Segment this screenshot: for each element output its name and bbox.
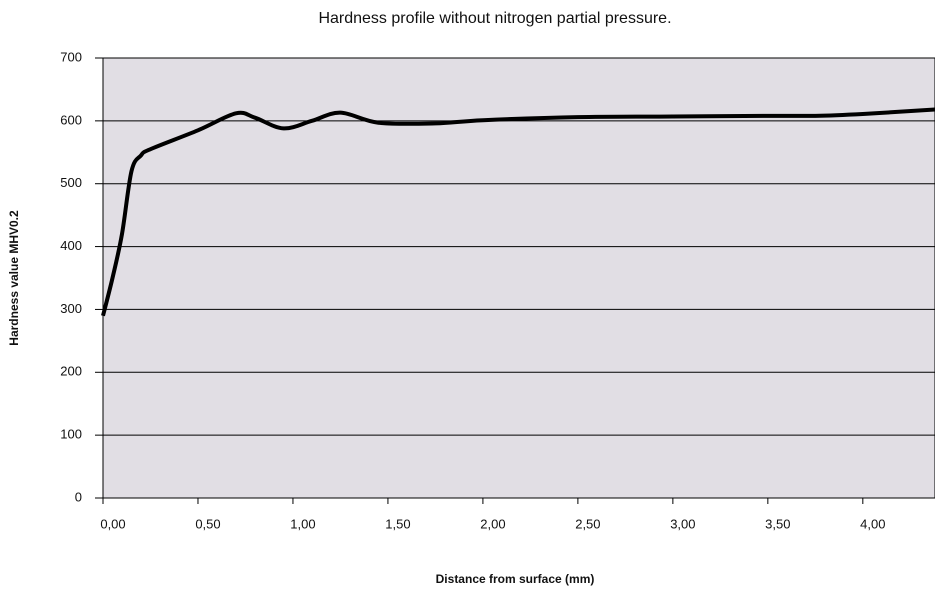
x-tick-label: 1,00 — [290, 516, 315, 531]
x-tick-label: 0,50 — [195, 516, 220, 531]
y-tick-label: 500 — [60, 175, 82, 190]
x-tick-label: 4,00 — [860, 516, 885, 531]
x-axis-title: Distance from surface (mm) — [436, 572, 595, 586]
plot-area — [102, 57, 935, 499]
y-tick-label: 300 — [60, 301, 82, 316]
x-tick-label: 2,50 — [575, 516, 600, 531]
x-tick-label: 3,00 — [670, 516, 695, 531]
x-tick-label: 1,50 — [385, 516, 410, 531]
y-tick-label: 600 — [60, 112, 82, 127]
y-tick-label: 700 — [60, 49, 82, 64]
data-line — [101, 107, 935, 317]
x-tick-label: 0,00 — [100, 516, 125, 531]
y-tick-label: 0 — [75, 489, 82, 504]
x-tick-label: 3,50 — [765, 516, 790, 531]
y-tick-label: 400 — [60, 238, 82, 253]
y-tick-label: 200 — [60, 364, 82, 379]
chart-title: Hardness profile without nitrogen partia… — [318, 10, 671, 27]
y-axis-title: Hardness value MHV0.2 — [7, 210, 21, 346]
y-tick-label: 100 — [60, 427, 82, 442]
x-tick-label: 2,00 — [480, 516, 505, 531]
